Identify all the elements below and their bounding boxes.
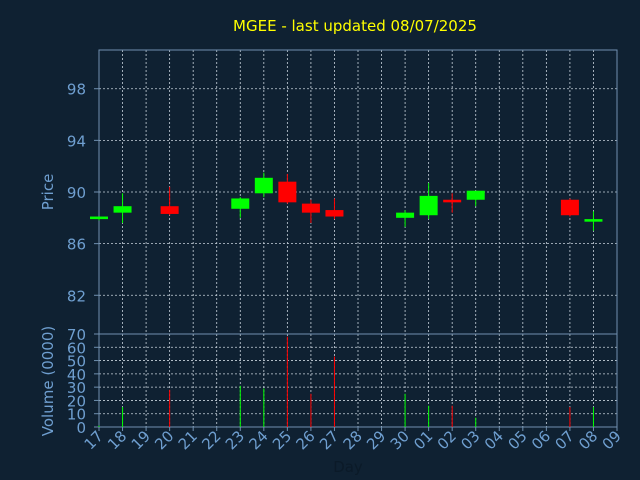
candle-body	[254, 177, 273, 194]
volume-bars	[98, 336, 594, 427]
price-y-axis: 82 86 90 94 98	[67, 81, 99, 305]
price-y-tick-label: 94	[67, 132, 86, 150]
price-y-tick-label: 90	[67, 184, 86, 202]
candle-body	[325, 210, 344, 217]
price-y-tick-label: 98	[67, 81, 86, 99]
candle-body	[90, 216, 108, 220]
candle-body	[160, 206, 179, 214]
volume-y-tick-label: 30	[67, 379, 86, 397]
candle-body	[560, 199, 579, 216]
volume-y-tick-label: 50	[67, 353, 86, 371]
volume-y-tick-label: 20	[67, 392, 86, 410]
volume-y-tick-label: 70	[67, 326, 86, 344]
candle-body	[584, 219, 603, 222]
candle-body	[396, 212, 415, 218]
candle-body	[278, 181, 297, 203]
candle-body	[443, 199, 462, 203]
candles	[90, 172, 603, 231]
volume-y-tick-label: 40	[67, 366, 86, 384]
candle-body	[231, 198, 250, 209]
candle-body	[419, 195, 438, 216]
price-axis-label: Price	[39, 174, 57, 211]
volume-y-tick-label: 0	[76, 419, 86, 437]
chart-title: MGEE - last updated 08/07/2025	[233, 17, 477, 35]
volume-y-tick-label: 60	[67, 339, 86, 357]
volume-y-tick-label: 10	[67, 406, 86, 424]
volume-axis-label: Volume (0000)	[39, 326, 57, 436]
x-axis: 1718192021222324252627282930010203040506…	[81, 427, 625, 453]
x-axis-label: Day	[333, 458, 363, 476]
price-y-tick-label: 82	[67, 287, 86, 305]
candle-body	[466, 190, 485, 200]
candle-body	[113, 206, 132, 213]
candle-body	[301, 203, 320, 213]
price-y-tick-label: 86	[67, 236, 86, 254]
